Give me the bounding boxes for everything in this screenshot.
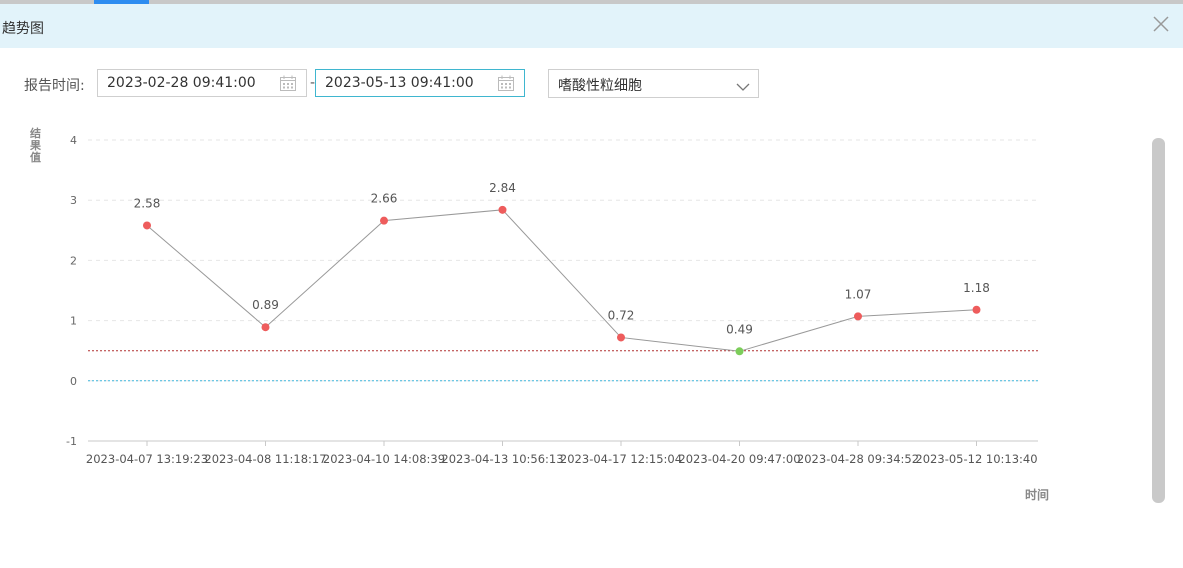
end-date-input[interactable]: 2023-05-13 09:41:00 bbox=[315, 69, 525, 97]
test-item-selected-value: 嗜酸性粒细胞 bbox=[558, 78, 642, 94]
date-range-separator: - bbox=[310, 75, 316, 91]
data-label: 2.58 bbox=[134, 196, 161, 210]
data-label: 2.66 bbox=[371, 192, 398, 206]
x-tick-label: 2023-04-13 10:56:13 bbox=[441, 452, 563, 466]
x-tick-label: 2023-04-17 12:15:04 bbox=[560, 452, 682, 466]
data-point bbox=[735, 347, 744, 356]
start-date-input[interactable]: 2023-02-28 09:41:00 bbox=[97, 69, 307, 97]
data-point bbox=[261, 323, 270, 332]
active-tab-indicator bbox=[94, 0, 149, 4]
top-tab-strip bbox=[0, 0, 1183, 4]
vertical-scrollbar[interactable] bbox=[1152, 138, 1165, 503]
end-date-value: 2023-05-13 09:41:00 bbox=[325, 75, 474, 91]
report-time-label: 报告时间: bbox=[24, 78, 85, 94]
data-label: 0.72 bbox=[608, 308, 635, 322]
data-label: 0.89 bbox=[252, 298, 279, 312]
y-tick-label: 1 bbox=[70, 315, 77, 328]
series-line bbox=[146, 209, 977, 352]
data-label: 1.18 bbox=[963, 281, 990, 295]
data-point bbox=[380, 216, 388, 225]
calendar-icon[interactable] bbox=[279, 75, 297, 92]
data-point bbox=[972, 305, 981, 314]
data-point bbox=[498, 205, 507, 214]
data-point bbox=[854, 312, 862, 321]
x-tick-label: 2023-04-08 11:18:17 bbox=[204, 452, 326, 466]
y-tick-label: 2 bbox=[70, 254, 77, 267]
start-date-value: 2023-02-28 09:41:00 bbox=[107, 75, 256, 91]
y-tick-label: 0 bbox=[70, 375, 77, 388]
dialog-header: 趋势图 bbox=[0, 4, 1183, 48]
x-tick-label: 2023-04-28 09:34:52 bbox=[797, 452, 919, 466]
dialog-title: 趋势图 bbox=[2, 21, 44, 37]
x-tick-label: 2023-04-10 14:08:39 bbox=[323, 452, 445, 466]
data-label: 1.07 bbox=[845, 287, 872, 301]
data-point bbox=[617, 333, 625, 342]
calendar-icon[interactable] bbox=[497, 75, 515, 92]
y-tick-label: 4 bbox=[70, 134, 77, 147]
y-tick-label: 3 bbox=[70, 194, 77, 207]
data-label: 2.84 bbox=[489, 181, 516, 195]
x-axis-title: 时间 bbox=[1025, 488, 1050, 502]
data-label: 0.49 bbox=[726, 322, 753, 336]
y-tick-label: -1 bbox=[66, 435, 77, 448]
close-icon[interactable] bbox=[1149, 12, 1173, 36]
data-point bbox=[143, 221, 151, 230]
chevron-down-icon[interactable] bbox=[736, 78, 750, 91]
x-tick-label: 2023-04-20 09:47:00 bbox=[678, 452, 800, 466]
y-axis-title: 结果值 bbox=[30, 127, 41, 164]
x-tick-label: 2023-05-12 10:13:40 bbox=[915, 452, 1037, 466]
x-tick-label: 2023-04-07 13:19:23 bbox=[86, 452, 208, 466]
test-item-select[interactable]: 嗜酸性粒细胞 bbox=[548, 69, 759, 98]
